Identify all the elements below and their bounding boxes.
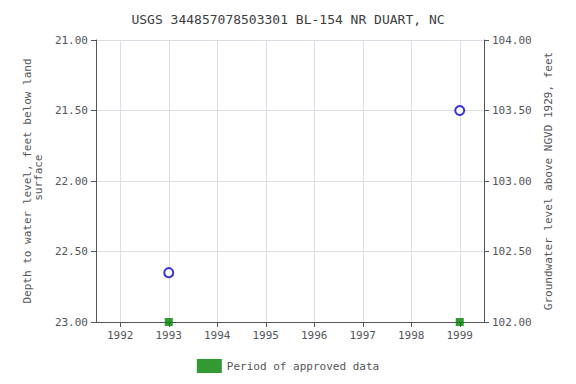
svg-text:1997: 1997	[350, 329, 377, 342]
svg-text:102.50: 102.50	[492, 245, 532, 258]
svg-text:Period of approved data: Period of approved data	[227, 360, 379, 373]
svg-text:1992: 1992	[107, 329, 134, 342]
svg-text:1995: 1995	[253, 329, 280, 342]
svg-text:21.50: 21.50	[55, 104, 88, 117]
svg-text:1993: 1993	[156, 329, 183, 342]
svg-text:1999: 1999	[447, 329, 474, 342]
svg-text:1996: 1996	[301, 329, 328, 342]
svg-text:103.00: 103.00	[492, 175, 532, 188]
svg-text:102.00: 102.00	[492, 316, 532, 329]
svg-text:103.50: 103.50	[492, 104, 532, 117]
svg-text:USGS 344857078503301 BL-154 NR: USGS 344857078503301 BL-154 NR DUART, NC	[131, 12, 444, 27]
svg-text:21.00: 21.00	[55, 34, 88, 47]
svg-text:Depth to water level, feet bel: Depth to water level, feet below land	[21, 58, 34, 304]
svg-text:22.00: 22.00	[55, 175, 88, 188]
svg-text:23.00: 23.00	[55, 316, 88, 329]
svg-text:surface: surface	[32, 155, 45, 208]
svg-text:22.50: 22.50	[55, 245, 88, 258]
svg-text:Groundwater level above NGVD 1: Groundwater level above NGVD 1929, feet	[542, 52, 555, 310]
svg-text:1994: 1994	[204, 329, 231, 342]
svg-text:1998: 1998	[398, 329, 425, 342]
svg-text:104.00: 104.00	[492, 34, 532, 47]
